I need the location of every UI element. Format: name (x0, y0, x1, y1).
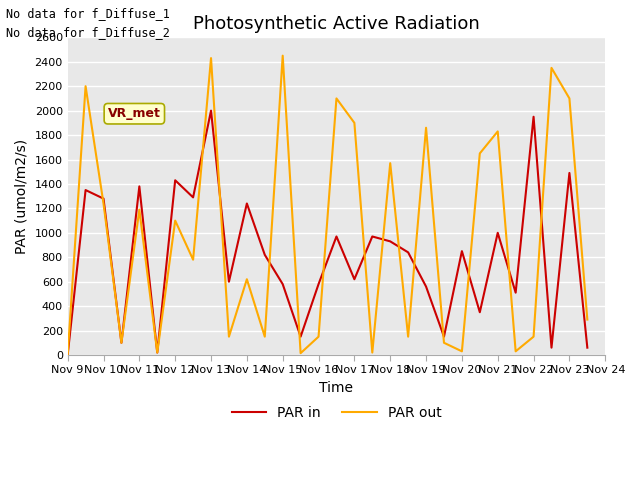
PAR in (315, 281, 323, 287)
PAR in (369, 234, 376, 240)
PAR out (404, 334, 412, 339)
PAR out (82, 84, 90, 89)
PAR out (207, 55, 215, 61)
PAR out (189, 257, 197, 263)
PAR in (136, 183, 143, 189)
PAR out (154, 349, 161, 355)
Line: PAR out: PAR out (68, 56, 588, 355)
PAR in (387, 239, 394, 244)
PAR in (82, 187, 90, 193)
PAR in (118, 340, 125, 346)
PAR in (584, 345, 591, 350)
PAR out (225, 334, 233, 339)
PAR out (172, 218, 179, 224)
PAR in (154, 349, 161, 355)
PAR out (494, 129, 502, 134)
PAR in (172, 178, 179, 183)
PAR out (512, 348, 520, 354)
PAR out (351, 120, 358, 126)
Title: Photosynthetic Active Radiation: Photosynthetic Active Radiation (193, 15, 480, 33)
PAR in (422, 284, 430, 289)
PAR in (189, 194, 197, 200)
PAR out (422, 125, 430, 131)
PAR out (440, 340, 448, 346)
PAR out (118, 340, 125, 346)
PAR in (243, 201, 251, 206)
PAR in (100, 196, 108, 202)
PAR out (64, 352, 72, 358)
PAR out (297, 350, 305, 356)
PAR in (225, 279, 233, 285)
PAR in (440, 334, 448, 339)
PAR in (64, 352, 72, 358)
PAR in (512, 290, 520, 296)
PAR in (261, 252, 269, 258)
PAR out (387, 160, 394, 166)
PAR out (530, 334, 538, 339)
PAR out (584, 317, 591, 323)
PAR out (566, 96, 573, 101)
PAR in (279, 281, 287, 287)
PAR in (404, 250, 412, 255)
PAR out (261, 334, 269, 339)
PAR in (566, 170, 573, 176)
PAR in (333, 234, 340, 240)
PAR out (243, 276, 251, 282)
PAR out (548, 65, 556, 71)
PAR out (136, 207, 143, 213)
PAR in (297, 334, 305, 339)
PAR out (369, 349, 376, 355)
PAR in (207, 108, 215, 113)
PAR in (548, 345, 556, 350)
PAR in (494, 230, 502, 236)
PAR in (351, 276, 358, 282)
Line: PAR in: PAR in (68, 110, 588, 355)
Text: No data for f_Diffuse_2: No data for f_Diffuse_2 (6, 26, 170, 39)
X-axis label: Time: Time (319, 381, 353, 395)
PAR out (279, 53, 287, 59)
PAR in (530, 114, 538, 120)
PAR out (476, 151, 484, 156)
PAR in (476, 309, 484, 315)
Legend: PAR in, PAR out: PAR in, PAR out (226, 400, 447, 425)
Y-axis label: PAR (umol/m2/s): PAR (umol/m2/s) (15, 139, 29, 254)
PAR out (333, 96, 340, 101)
PAR out (100, 201, 108, 206)
PAR in (458, 248, 466, 254)
PAR out (315, 334, 323, 339)
Text: VR_met: VR_met (108, 107, 161, 120)
Text: No data for f_Diffuse_1: No data for f_Diffuse_1 (6, 7, 170, 20)
PAR out (458, 348, 466, 354)
